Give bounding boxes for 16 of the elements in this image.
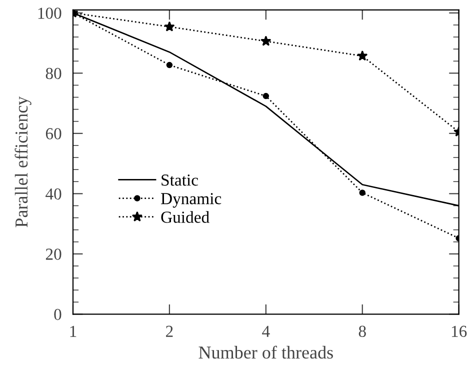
legend-label: Dynamic [161, 193, 222, 208]
y-tick-label: 20 [46, 248, 62, 260]
x-tick-label: 8 [358, 326, 366, 337]
x-tick-label: 4 [262, 326, 270, 337]
y-tick-label: 100 [38, 8, 62, 19]
y-tick-label: 60 [46, 128, 62, 140]
x-axis-title: Number of threads [198, 346, 333, 359]
y-axis-title: Parallel efficiency [14, 96, 32, 228]
y-tick-label: 0 [54, 308, 62, 320]
legend-label: Static [162, 174, 198, 186]
x-tick-label: 16 [452, 326, 467, 337]
x-tick-label: 1 [70, 326, 76, 337]
y-tick-label: 40 [46, 188, 62, 200]
x-tick-label: 2 [166, 326, 173, 337]
legend-label: Guided [161, 211, 210, 223]
y-tick-label: 80 [46, 68, 62, 80]
